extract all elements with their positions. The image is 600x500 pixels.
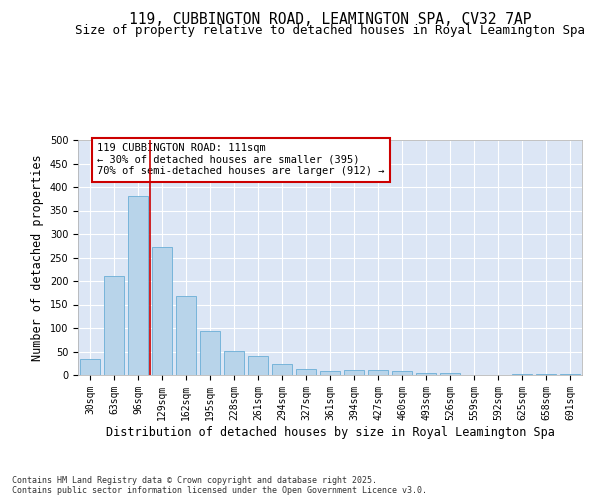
Text: 119 CUBBINGTON ROAD: 111sqm
← 30% of detached houses are smaller (395)
70% of se: 119 CUBBINGTON ROAD: 111sqm ← 30% of det… <box>97 144 385 176</box>
Bar <box>344 370 364 375</box>
Bar <box>320 371 340 375</box>
Bar <box>440 373 460 375</box>
Bar <box>176 296 196 375</box>
Bar <box>80 358 100 375</box>
Bar <box>272 364 292 375</box>
Bar <box>128 196 148 375</box>
Bar <box>224 350 244 375</box>
X-axis label: Distribution of detached houses by size in Royal Leamington Spa: Distribution of detached houses by size … <box>106 426 554 438</box>
Bar <box>560 374 580 375</box>
Text: 119, CUBBINGTON ROAD, LEAMINGTON SPA, CV32 7AP: 119, CUBBINGTON ROAD, LEAMINGTON SPA, CV… <box>129 12 531 28</box>
Bar <box>416 372 436 375</box>
Bar <box>152 246 172 375</box>
Bar <box>200 332 220 375</box>
Bar <box>392 371 412 375</box>
Bar <box>512 374 532 375</box>
Bar <box>248 356 268 375</box>
Bar <box>536 374 556 375</box>
Bar <box>104 276 124 375</box>
Bar <box>296 369 316 375</box>
Bar <box>368 370 388 375</box>
Text: Contains HM Land Registry data © Crown copyright and database right 2025.
Contai: Contains HM Land Registry data © Crown c… <box>12 476 427 495</box>
Text: Size of property relative to detached houses in Royal Leamington Spa: Size of property relative to detached ho… <box>75 24 585 37</box>
Y-axis label: Number of detached properties: Number of detached properties <box>31 154 44 361</box>
